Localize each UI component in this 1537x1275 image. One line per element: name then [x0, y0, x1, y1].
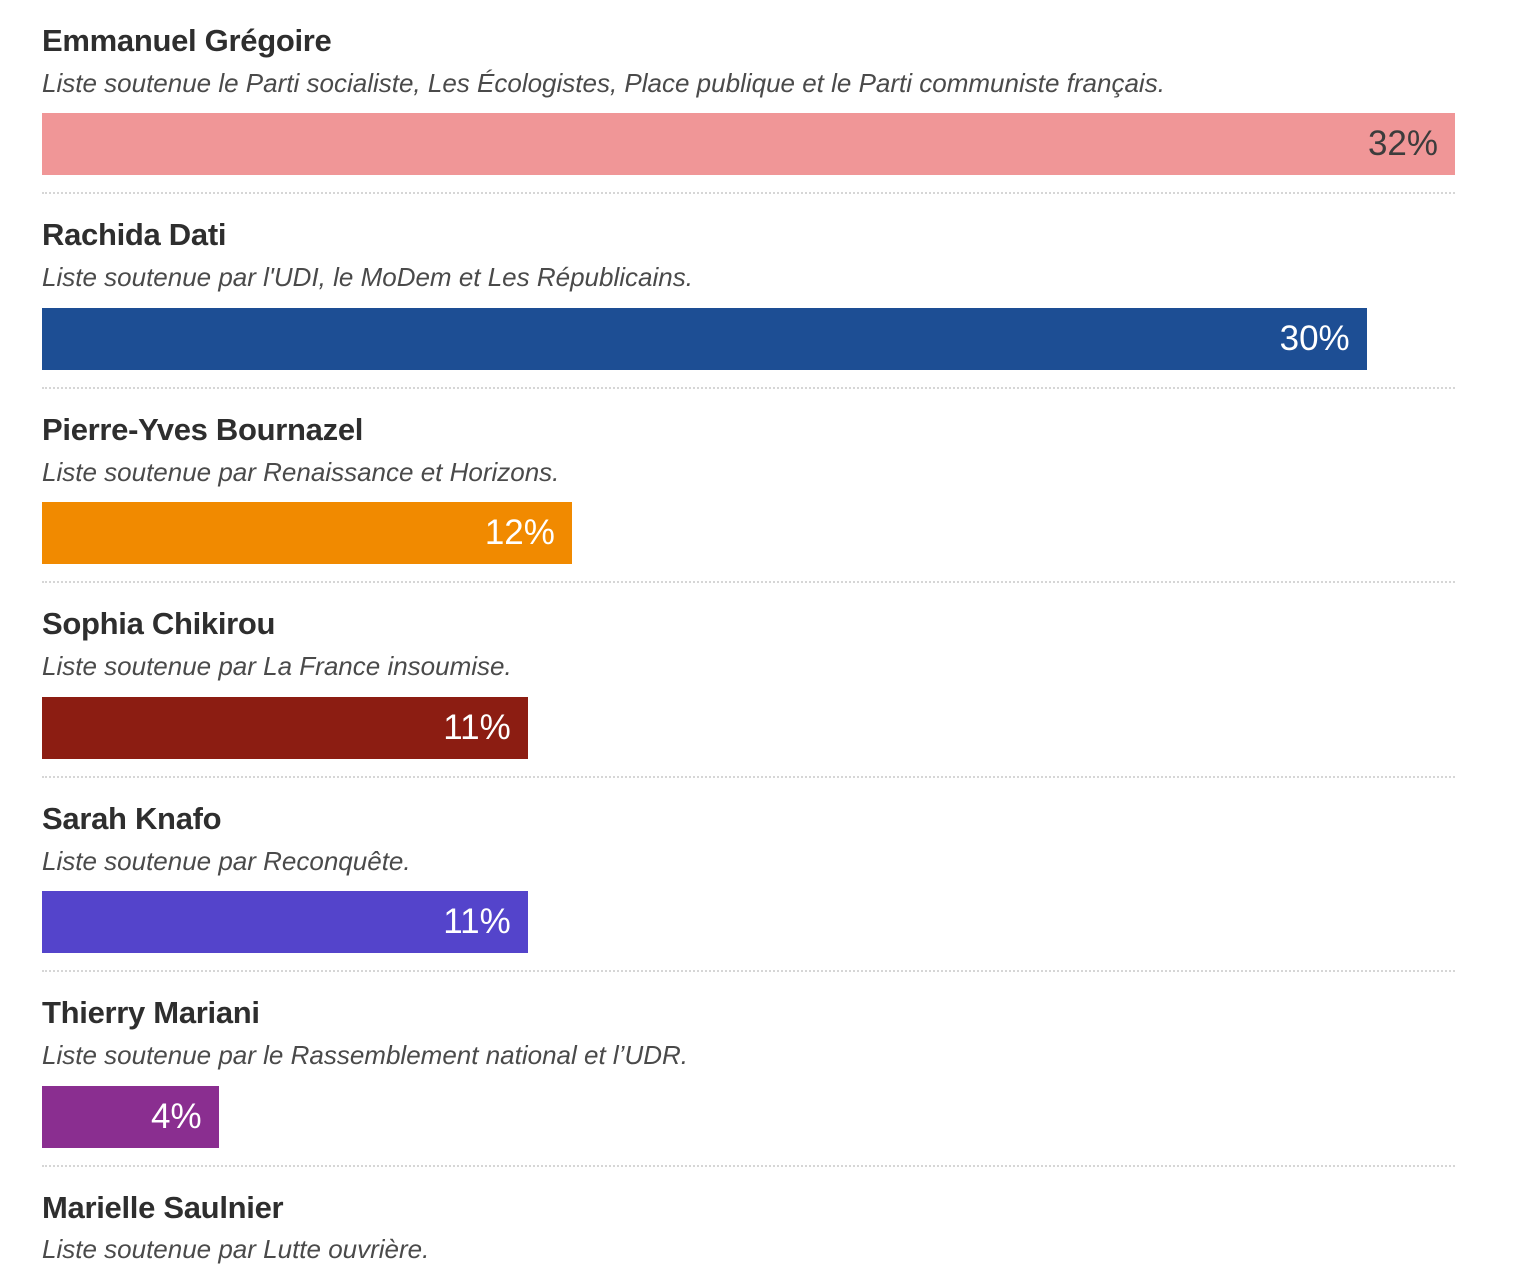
- candidate-name: Pierre-Yves Bournazel: [42, 411, 364, 447]
- candidate-support-line: Liste soutenue par Lutte ouvrière.: [42, 1234, 430, 1265]
- candidate-row: Sarah Knafo Liste soutenue par Reconquêt…: [42, 778, 1455, 973]
- candidate-name: Thierry Mariani: [42, 995, 260, 1031]
- result-percentage-label: 11%: [443, 707, 511, 747]
- result-bar: 12%: [42, 502, 572, 565]
- result-bar: 11%: [42, 891, 528, 954]
- candidate-row: Emmanuel Grégoire Liste soutenue le Part…: [42, 0, 1455, 195]
- bar-track: 12%: [42, 502, 1455, 565]
- candidate-support-line: Liste soutenue le Parti socialiste, Les …: [42, 67, 1165, 98]
- candidate-row: Marielle Saulnier Liste soutenue par Lut…: [42, 1167, 1455, 1275]
- candidate-row: Rachida Dati Liste soutenue par l'UDI, l…: [42, 194, 1455, 389]
- bar-track: 11%: [42, 696, 1455, 759]
- result-percentage-label: 30%: [1279, 318, 1350, 358]
- result-percentage-label: 32%: [1367, 124, 1438, 164]
- bar-track: 32%: [42, 113, 1455, 176]
- result-bar: 4%: [42, 1085, 219, 1148]
- candidate-name: Sarah Knafo: [42, 800, 222, 836]
- candidate-name: Sophia Chikirou: [42, 606, 276, 642]
- candidate-name: Emmanuel Grégoire: [42, 23, 332, 58]
- candidate-name: Rachida Dati: [42, 217, 227, 253]
- candidate-row: Sophia Chikirou Liste soutenue par La Fr…: [42, 583, 1455, 778]
- candidate-row: Pierre-Yves Bournazel Liste soutenue par…: [42, 389, 1455, 584]
- result-percentage-label: 12%: [484, 513, 555, 553]
- result-percentage-label: 11%: [443, 902, 511, 942]
- result-bar: 32%: [42, 113, 1455, 176]
- bar-track: 4%: [42, 1085, 1455, 1148]
- result-bar: 11%: [42, 696, 528, 759]
- result-bar: 30%: [42, 307, 1367, 370]
- candidate-name: Marielle Saulnier: [42, 1189, 284, 1225]
- candidate-support-line: Liste soutenue par l'UDI, le MoDem et Le…: [42, 262, 693, 293]
- candidate-support-line: Liste soutenue par le Rassemblement nati…: [42, 1040, 689, 1071]
- bar-track: 30%: [42, 307, 1455, 370]
- candidate-support-line: Liste soutenue par La France insoumise.: [42, 651, 512, 682]
- candidate-support-line: Liste soutenue par Reconquête.: [42, 845, 411, 876]
- candidate-row: Thierry Mariani Liste soutenue par le Ra…: [42, 972, 1455, 1167]
- candidate-support-line: Liste soutenue par Renaissance et Horizo…: [42, 456, 560, 487]
- result-percentage-label: 4%: [151, 1096, 202, 1136]
- bar-track: 11%: [42, 891, 1455, 954]
